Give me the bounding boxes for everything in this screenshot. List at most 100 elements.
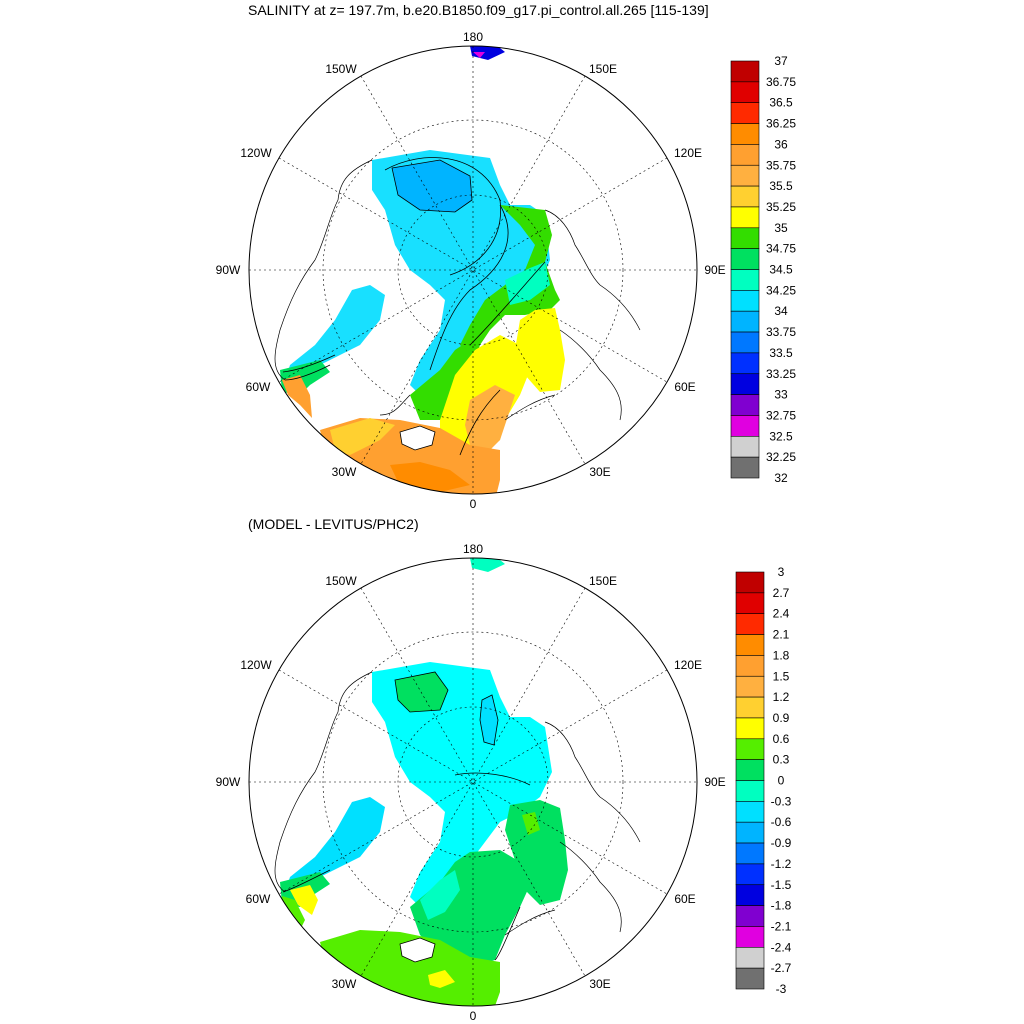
- bottom-colorbar-swatch: [735, 571, 765, 594]
- bottom-archipelago-field: [285, 797, 385, 892]
- top-colorbar-swatch: [730, 435, 760, 458]
- top-lon-60w: 60W: [246, 380, 271, 394]
- bottom-lon-60e: 60E: [674, 892, 695, 906]
- top-lon-180: 180: [463, 30, 483, 44]
- top-eurasian-green: [460, 205, 560, 355]
- top-lon-90e: 90E: [704, 263, 725, 277]
- top-polar-map: 180 150W 150E 120W 120E 90W 90E 60W 60E …: [216, 30, 797, 511]
- top-colorbar-swatch: [730, 415, 760, 437]
- bottom-eurasian-green: [505, 800, 568, 905]
- top-colorbar-tick: 35.5: [769, 179, 793, 193]
- bottom-colorbar-swatch: [735, 696, 765, 719]
- top-colorbar-swatch: [730, 123, 760, 145]
- bottom-ocean-fields: [280, 558, 568, 1006]
- bottom-colorbar-tick: -0.9: [771, 836, 792, 850]
- top-nordic-orange: [465, 385, 515, 450]
- bottom-colorbar: 3 2.7 2.4 2.1 1.8 1.5 1.2 0.9 0.6 0.3 0 -0.3 -0.6 -0.…: [735, 565, 792, 996]
- bottom-iceland: [399, 937, 436, 963]
- bottom-colorbar-tick: -2.7: [771, 961, 792, 975]
- map-title: SALINITY at z= 197.7m, b.e20.B1850.f09_g…: [248, 2, 709, 18]
- bottom-colorbar-swatch: [735, 634, 765, 656]
- bottom-colorbar-tick: -3: [776, 982, 787, 996]
- top-colorbar-tick: 36.5: [769, 96, 793, 110]
- top-colorbar-tick: 36.75: [766, 75, 796, 89]
- bottom-colorbar-tick: 2.1: [773, 628, 790, 642]
- bottom-colorbar-swatch: [735, 905, 765, 927]
- bottom-lon-150e: 150E: [589, 574, 617, 588]
- bottom-coastlines: [274, 671, 641, 936]
- top-lon-90w: 90W: [216, 263, 241, 277]
- top-colorbar-tick: 34.5: [769, 263, 793, 277]
- bottom-labrador-lime: [282, 896, 305, 930]
- bottom-polar-map: 180 150W 150E 120W 120E 90W 90E 60W 60E …: [216, 542, 792, 1023]
- top-colorbar-tick: 35: [774, 221, 788, 235]
- bottom-colorbar-swatch: [735, 801, 765, 823]
- top-labrador-orange: [282, 375, 312, 418]
- bottom-colorbar-swatch: [735, 738, 765, 760]
- bottom-colorbar-swatch: [735, 675, 765, 698]
- top-colorbar-swatch: [730, 373, 760, 395]
- top-lon-150w: 150W: [325, 62, 357, 76]
- bottom-labrador-yellow: [290, 885, 318, 915]
- bottom-colorbar-swatch: [735, 780, 765, 802]
- top-colorbar-swatch: [730, 352, 760, 375]
- top-colorbar-tick: 33.25: [766, 367, 796, 381]
- top-lon-120e: 120E: [674, 146, 702, 160]
- top-colorbar-tick: 32.5: [769, 429, 793, 443]
- bottom-lon-labels: 180 150W 150E 120W 120E 90W 90E 60W 60E …: [216, 542, 726, 1023]
- bottom-lon-30w: 30W: [332, 977, 357, 991]
- top-colorbar-tick: 34.75: [766, 242, 796, 256]
- bottom-beaufort-green: [395, 672, 448, 712]
- top-graticule: [249, 46, 697, 494]
- top-lon-60e: 60E: [674, 380, 695, 394]
- map-subtitle: (MODEL - LEVITUS/PHC2): [248, 516, 419, 532]
- top-iceland: [399, 425, 436, 451]
- bottom-lon-30e: 30E: [589, 977, 610, 991]
- top-arctic-basin-field: [372, 150, 550, 395]
- top-colorbar: 37 36.75 36.5 36.25 36 35.75 35.5 35.25 35 34.75 3…: [730, 54, 796, 485]
- top-bering-violet: [473, 52, 485, 58]
- top-colorbar-swatch: [730, 185, 760, 208]
- bottom-colorbar-swatch: [735, 717, 765, 740]
- bottom-colorbar-tick: 0.3: [773, 753, 790, 767]
- top-colorbar-tick: 36: [774, 137, 788, 151]
- bottom-colorbar-tick: -1.5: [771, 878, 792, 892]
- top-ocean-fields: [280, 46, 565, 494]
- top-colorbar-tick: 37: [774, 54, 788, 68]
- bottom-lon-120w: 120W: [240, 658, 272, 672]
- top-archipelago-field: [285, 285, 385, 380]
- top-colorbar-swatch: [730, 310, 760, 333]
- bottom-bering-teal: [470, 558, 505, 572]
- bottom-colorbar-swatch: [735, 842, 765, 865]
- top-lon-30w: 30W: [332, 465, 357, 479]
- bottom-colorbar-swatch: [735, 926, 765, 948]
- bottom-colorbar-swatch: [735, 967, 765, 990]
- top-lon-30e: 30E: [589, 465, 610, 479]
- top-colorbar-swatch: [730, 227, 760, 249]
- bottom-colorbar-tick: -2.4: [771, 940, 792, 954]
- top-atlantic-yellow: [330, 418, 395, 455]
- bottom-graticule: [249, 558, 697, 1006]
- top-colorbar-swatch: [730, 164, 760, 187]
- top-colorbar-tick: 32: [774, 471, 788, 485]
- top-lon-150e: 150E: [589, 62, 617, 76]
- top-colorbar-tick: 34: [774, 304, 788, 318]
- top-colorbar-swatch: [730, 331, 760, 354]
- top-colorbar-swatch: [730, 394, 760, 416]
- top-colorbar-swatch: [730, 60, 760, 83]
- top-colorbar-tick: 33.5: [769, 346, 793, 360]
- bottom-atlantic-yellow: [428, 970, 455, 988]
- top-colorbar-tick: 36.25: [766, 117, 796, 131]
- top-colorbar-tick: 32.25: [766, 450, 796, 464]
- bottom-colorbar-tick: 1.5: [773, 669, 790, 683]
- top-nordic-green: [410, 340, 480, 420]
- top-colorbar-tick: 33: [774, 388, 788, 402]
- bottom-colorbar-swatch: [735, 821, 765, 844]
- bottom-colorbar-swatch: [735, 863, 765, 886]
- top-colorbar-swatch: [730, 206, 760, 229]
- bottom-colorbar-tick: 1.2: [773, 690, 790, 704]
- top-lon-120w: 120W: [240, 146, 272, 160]
- top-colorbar-swatch: [730, 144, 760, 166]
- bottom-lon-90w: 90W: [216, 775, 241, 789]
